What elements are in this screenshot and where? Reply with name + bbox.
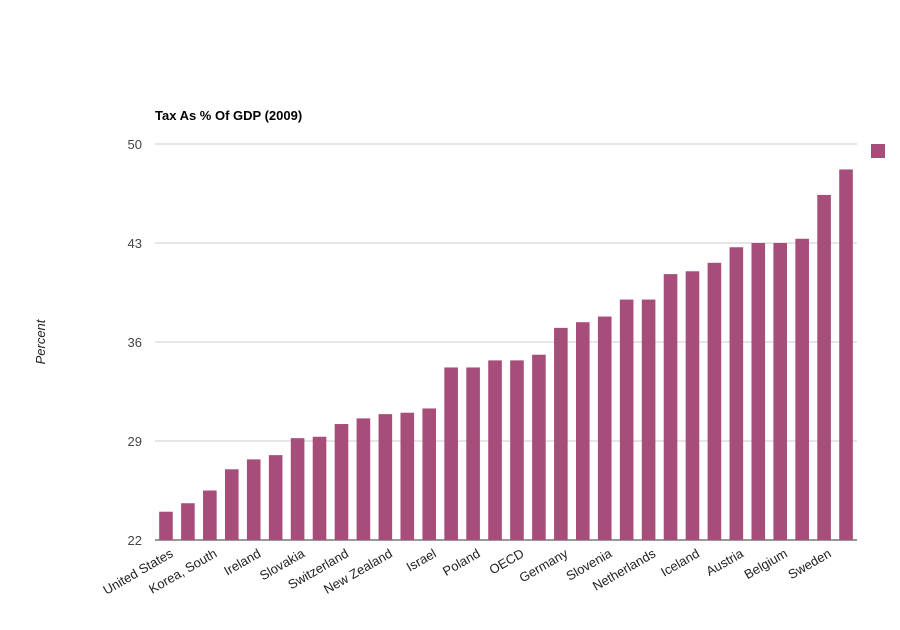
bar xyxy=(575,322,590,540)
y-tick-label: 22 xyxy=(128,533,142,548)
legend-swatch xyxy=(871,144,885,158)
bar xyxy=(839,169,853,540)
bar xyxy=(685,271,700,540)
x-tick-label: Sweden xyxy=(785,546,833,582)
bar xyxy=(597,316,612,540)
bar xyxy=(400,412,415,540)
bar xyxy=(444,367,458,540)
bar xyxy=(181,503,195,540)
x-tick-label: Austria xyxy=(703,545,746,579)
bar xyxy=(488,360,502,540)
bar xyxy=(466,367,480,540)
bar xyxy=(378,414,393,540)
y-tick-labels: 22 29 36 43 50 xyxy=(128,137,142,548)
bar xyxy=(817,194,831,540)
bar xyxy=(554,327,568,540)
y-tick-label: 36 xyxy=(128,335,142,350)
bar xyxy=(619,299,634,540)
x-tick-label: Poland xyxy=(440,546,483,579)
bar xyxy=(707,262,722,540)
x-tick-label: Belgium xyxy=(742,546,790,582)
bar xyxy=(290,438,305,540)
x-tick-label: Germany xyxy=(517,545,571,585)
bar xyxy=(268,455,283,540)
bar xyxy=(510,360,524,540)
y-tick-label: 43 xyxy=(128,236,142,251)
x-tick-label: Israel xyxy=(404,546,439,575)
bar xyxy=(532,354,546,540)
y-tick-label: 50 xyxy=(128,137,142,152)
bars xyxy=(159,169,853,540)
bar xyxy=(334,424,349,540)
bar xyxy=(159,511,173,540)
x-tick-label: Ireland xyxy=(221,546,263,579)
bar xyxy=(663,274,678,540)
bar xyxy=(795,238,809,540)
bar xyxy=(422,408,437,540)
bar xyxy=(641,299,656,540)
chart-title: Tax As % Of GDP (2009) xyxy=(155,108,302,123)
bar xyxy=(751,243,766,540)
bar xyxy=(246,459,261,540)
bar xyxy=(729,247,744,540)
x-tick-label: Iceland xyxy=(658,546,702,580)
bar xyxy=(224,469,239,540)
y-tick-label: 29 xyxy=(128,434,142,449)
bar xyxy=(773,243,788,540)
y-axis-label: Percent xyxy=(33,318,48,364)
bar xyxy=(312,436,327,540)
bar xyxy=(203,490,217,540)
bar xyxy=(356,418,371,540)
